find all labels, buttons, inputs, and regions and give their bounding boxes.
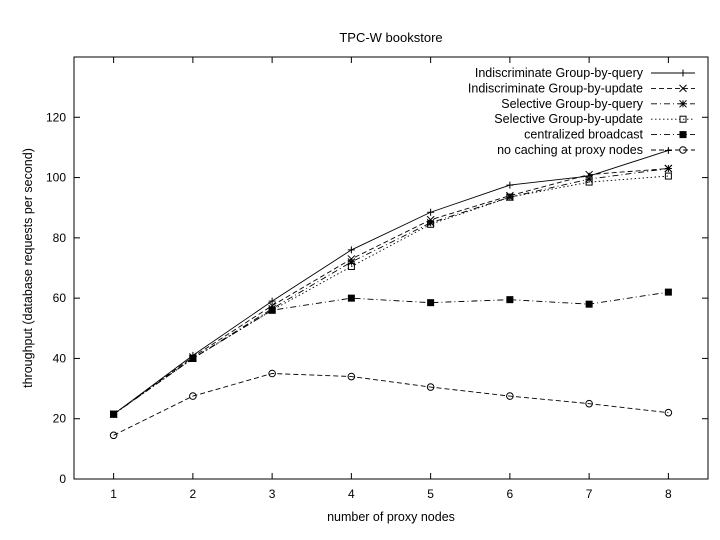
legend-label: Selective Group-by-update — [494, 112, 643, 126]
legend-label: Selective Group-by-query — [501, 97, 643, 111]
x-tick-label: 7 — [586, 487, 593, 501]
x-axis-label: number of proxy nodes — [327, 510, 455, 524]
legend-swatch-marker — [679, 131, 687, 139]
data-point — [347, 258, 356, 266]
legend-swatch-marker — [679, 99, 687, 108]
legend-swatch-marker — [679, 69, 687, 77]
y-tick-label: 120 — [46, 110, 66, 124]
data-point — [189, 354, 197, 362]
data-point — [268, 297, 276, 305]
x-tick-label: 4 — [348, 487, 355, 501]
legend-item: Selective Group-by-query — [501, 97, 695, 111]
series-line — [113, 168, 669, 415]
y-tick-label: 0 — [59, 472, 66, 486]
legend-item: centralized broadcast — [524, 128, 695, 142]
data-point — [506, 392, 514, 400]
data-point — [506, 193, 514, 202]
x-tick-label: 1 — [110, 487, 117, 501]
data-point — [427, 299, 435, 307]
data-point — [110, 410, 118, 418]
data-point — [427, 208, 435, 216]
series-line — [113, 150, 669, 415]
legend-label: Indiscriminate Group-by-update — [468, 81, 643, 95]
data-point — [506, 181, 514, 189]
data-point — [664, 288, 672, 296]
data-point — [347, 372, 356, 381]
x-tick-label: 8 — [665, 487, 672, 501]
plot-area-frame — [73, 56, 709, 480]
y-tick-label: 80 — [53, 231, 67, 245]
legend-label: Indiscriminate Group-by-query — [475, 66, 644, 80]
x-tick-label: 3 — [269, 487, 276, 501]
data-point — [347, 262, 355, 270]
data-point — [585, 178, 593, 186]
data-point — [664, 172, 672, 180]
y-tick-label: 60 — [53, 291, 67, 305]
legend-item: no caching at proxy nodes — [497, 143, 695, 157]
y-tick-label: 20 — [53, 412, 67, 426]
series-line — [113, 175, 669, 415]
data-point — [426, 218, 435, 227]
series-line — [113, 168, 669, 415]
data-point — [585, 399, 593, 408]
x-tick-label: 6 — [507, 487, 514, 501]
data-point — [506, 296, 514, 304]
series-5 — [110, 288, 672, 418]
data-point — [427, 220, 435, 228]
series-layer — [109, 146, 673, 440]
legend-item: Indiscriminate Group-by-update — [468, 81, 695, 95]
legend-item: Indiscriminate Group-by-query — [475, 66, 695, 80]
series-line — [113, 291, 669, 415]
data-point — [347, 294, 355, 302]
legend: Indiscriminate Group-by-queryIndiscrimin… — [468, 66, 695, 157]
data-point — [664, 164, 673, 173]
series-6 — [109, 369, 673, 440]
data-point — [268, 369, 276, 378]
data-point — [585, 300, 593, 308]
data-point — [506, 193, 514, 201]
data-point — [664, 408, 673, 417]
data-point — [109, 431, 118, 440]
y-tick-label: 40 — [53, 351, 67, 365]
data-point — [268, 306, 276, 314]
legend-label: no caching at proxy nodes — [497, 143, 643, 157]
y-tick-label: 100 — [46, 171, 66, 185]
legend-swatch-marker — [679, 84, 687, 93]
x-tick-label: 5 — [427, 487, 434, 501]
legend-label: centralized broadcast — [524, 128, 643, 142]
legend-swatch-marker — [679, 146, 687, 154]
y-axis-label: throughput (database requests per second… — [21, 148, 35, 388]
data-point — [189, 392, 197, 400]
chart-title: TPC-W bookstore — [339, 30, 442, 45]
legend-swatch-marker — [679, 115, 687, 123]
series-line — [113, 373, 669, 436]
x-tick-label: 2 — [190, 487, 197, 501]
data-point — [426, 383, 435, 391]
legend-item: Selective Group-by-update — [494, 112, 695, 126]
data-point — [347, 246, 355, 254]
